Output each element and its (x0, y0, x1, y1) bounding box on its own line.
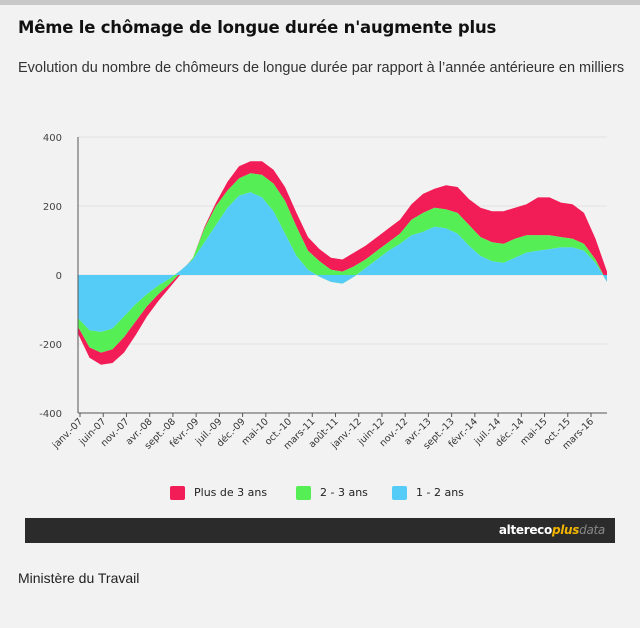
brand-bar: alterecoplusdata (25, 518, 615, 543)
legend: Plus de 3 ans 2 - 3 ans 1 - 2 ans (0, 485, 640, 501)
legend-swatch-1-2-ans (392, 486, 407, 500)
y-tick-label: -400 (39, 409, 62, 420)
legend-label-2-3-ans: 2 - 3 ans (320, 486, 368, 499)
y-tick-label: 200 (43, 202, 62, 213)
brand-logo[interactable]: alterecoplusdata (499, 523, 605, 537)
x-tick-label: janv.-07 (50, 416, 85, 451)
legend-swatch-plus-3-ans (170, 486, 185, 500)
brand-part-3: data (579, 523, 605, 537)
area-2-3-ans (78, 173, 607, 353)
legend-swatch-2-3-ans (296, 486, 311, 500)
source-label: Ministère du Travail (18, 570, 140, 586)
y-tick-label: -200 (39, 340, 62, 351)
legend-label-plus-3-ans: Plus de 3 ans (194, 486, 268, 499)
y-tick-label: 400 (43, 133, 62, 144)
legend-label-1-2-ans: 1 - 2 ans (416, 486, 464, 499)
brand-part-2: plus (551, 523, 580, 537)
y-tick-label: 0 (56, 271, 62, 282)
chart-title: Même le chômage de longue durée n'augmen… (18, 18, 497, 37)
brand-part-1: altereco (498, 523, 552, 537)
top-border (0, 0, 640, 5)
area-plus-3-ans (78, 161, 607, 365)
chart-subtitle: Evolution du nombre de chômeurs de longu… (18, 60, 625, 76)
